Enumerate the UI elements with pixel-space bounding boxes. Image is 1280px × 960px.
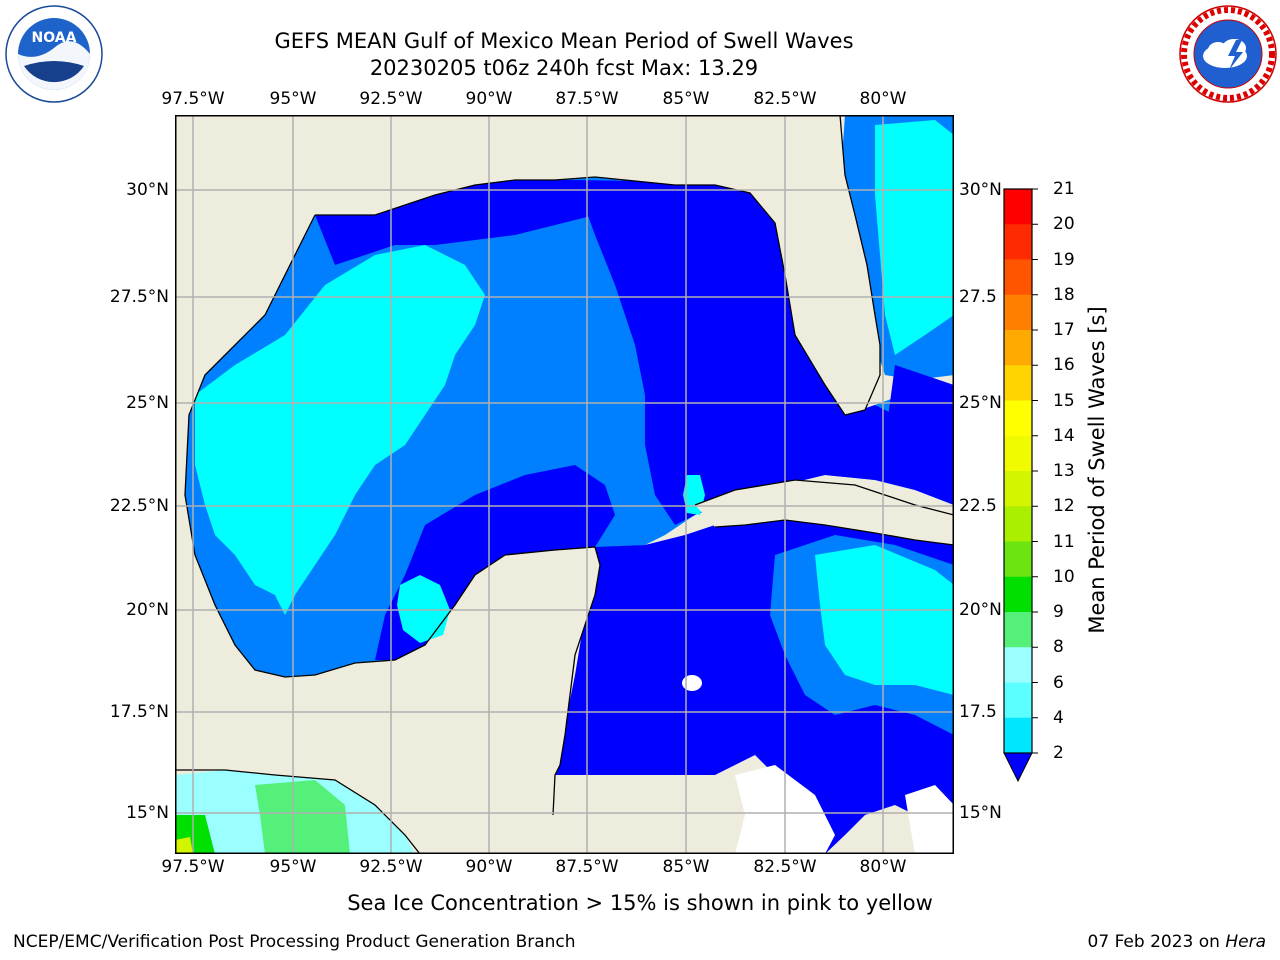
- lon-label-top: 82.5°W: [753, 89, 817, 109]
- colorbar-tick-label: 17: [1053, 320, 1075, 340]
- colorbar-tick-label: 19: [1053, 249, 1075, 270]
- colorbar-tick-label: 4: [1053, 707, 1064, 728]
- coastlines: [175, 115, 954, 854]
- colorbar-label: Mean Period of Swell Waves [s]: [1085, 306, 1109, 634]
- colorbar-tick-label: 11: [1053, 531, 1075, 552]
- caribbean-cyan: [815, 545, 954, 695]
- eastern-gulf-dark: [575, 180, 954, 525]
- lat-label-left: 20°N: [126, 600, 169, 620]
- lat-label-left: 27.5°N: [109, 287, 169, 307]
- us-gulf-coast: [175, 115, 715, 495]
- colorbar-tick-label: 15: [1053, 390, 1075, 411]
- map-gridlines: [175, 115, 954, 854]
- lon-label-bottom: 80°W: [859, 857, 907, 877]
- mexico-coast: [175, 495, 335, 780]
- lat-label-right: 25°N: [959, 393, 1002, 413]
- colorbar-cell: [1004, 400, 1032, 437]
- colorbar-cell: [1004, 647, 1032, 683]
- cuba-island: [695, 480, 954, 545]
- colorbar-tick-label: 21: [1053, 179, 1075, 199]
- lon-label-bottom: 87.5°W: [555, 857, 619, 877]
- lon-label-bottom: 95°W: [269, 857, 317, 877]
- credit-text: NCEP/EMC/Verification Post Processing Pr…: [13, 932, 576, 952]
- chart-subtitle: 20230205 t06z 240h fcst Max: 13.29: [369, 56, 759, 80]
- lon-label-bottom: 82.5°W: [753, 857, 817, 877]
- colorbar-cell: [1004, 471, 1032, 507]
- date-text: 07 Feb 2023 on: [1087, 932, 1226, 952]
- yucatan-peninsula: [335, 547, 600, 854]
- colorbar-cell: [1004, 259, 1032, 296]
- colorbar-cell: [1004, 576, 1032, 613]
- colorbar-cell: [1004, 612, 1032, 648]
- colorbar-tick-label: 8: [1053, 637, 1064, 658]
- colorbar-cell: [1004, 435, 1032, 472]
- colorbar-cell: [1004, 682, 1032, 719]
- colorbar-tick-label: 6: [1053, 672, 1064, 693]
- bahamas-dark: [887, 365, 954, 495]
- colorbar-cell: [1004, 294, 1032, 331]
- northern-coast-dark: [315, 180, 595, 265]
- chart-title: GEFS MEAN Gulf of Mexico Mean Period of …: [274, 29, 854, 53]
- colorbar-cell: [1004, 189, 1032, 225]
- lat-label-left: 22.5°N: [109, 496, 169, 516]
- lon-label-bottom: 97.5°W: [161, 857, 225, 877]
- noaa-logo-text: NOAA: [32, 30, 77, 46]
- noaa-logo: NOAA: [5, 5, 103, 103]
- pacific-ice-yellow: [175, 837, 193, 854]
- lon-label-top: 87.5°W: [555, 89, 619, 109]
- lat-label-right: 15°N: [959, 803, 1002, 823]
- missing-data-spot: [682, 675, 702, 691]
- colorbar-cell: [1004, 717, 1032, 754]
- lat-label-left: 17.5°N: [109, 702, 169, 722]
- lat-label-right: 20°N: [959, 600, 1002, 620]
- colorbar-tick-label: 10: [1053, 566, 1075, 587]
- colorbar: [1003, 188, 1038, 783]
- pacific-ice-green: [255, 780, 350, 854]
- lat-label-right: 17.5: [959, 702, 997, 722]
- colorbar-tick-label: 20: [1053, 214, 1075, 235]
- lon-label-bottom: 85°W: [662, 857, 710, 877]
- lon-label-top: 92.5°W: [359, 89, 423, 109]
- lon-label-top: 90°W: [465, 89, 513, 109]
- lat-label-right: 30°N: [959, 180, 1002, 200]
- campeche-cyan: [397, 575, 450, 643]
- lat-label-right: 27.5: [959, 287, 997, 307]
- lon-label-bottom: 92.5°W: [359, 857, 423, 877]
- colorbar-cell: [1004, 330, 1032, 366]
- lon-label-top: 97.5°W: [161, 89, 225, 109]
- colorbar-cell: [1004, 541, 1032, 578]
- colorbar-tick-label: 16: [1053, 355, 1075, 376]
- lon-label-top: 85°W: [662, 89, 710, 109]
- colorbar-extend-triangle: [1003, 752, 1033, 783]
- date-stamp: 07 Feb 2023 on Hera: [1088, 932, 1266, 952]
- atlantic-cyan: [875, 120, 954, 355]
- lat-label-left: 15°N: [126, 803, 169, 823]
- colorbar-tick-label: 13: [1053, 461, 1075, 481]
- colorbar-cell: [1004, 506, 1032, 542]
- colorbar-tick-label: 12: [1053, 496, 1075, 517]
- sea-ice-note: Sea Ice Concentration > 15% is shown in …: [347, 891, 933, 915]
- nws-logo: [1179, 5, 1277, 103]
- lon-label-top: 95°W: [269, 89, 317, 109]
- colorbar-tick-label: 2: [1053, 743, 1064, 763]
- colorbar-tick-label: 9: [1053, 602, 1064, 622]
- colorbar-cell: [1004, 365, 1032, 401]
- lon-label-top: 80°W: [859, 89, 907, 109]
- host-text: Hera: [1225, 932, 1266, 952]
- lat-label-right: 22.5: [959, 496, 997, 516]
- lat-label-left: 30°N: [126, 180, 169, 200]
- gulf-map: [175, 115, 954, 854]
- map-frame: [175, 115, 954, 854]
- missing-data-area: [905, 785, 954, 854]
- colorbar-tick-label: 14: [1053, 425, 1075, 446]
- colorbar-tick-label: 18: [1053, 284, 1075, 305]
- lon-label-bottom: 90°W: [465, 857, 513, 877]
- western-gulf-cyan: [195, 245, 485, 615]
- lat-label-left: 25°N: [126, 393, 169, 413]
- colorbar-cell: [1004, 224, 1032, 260]
